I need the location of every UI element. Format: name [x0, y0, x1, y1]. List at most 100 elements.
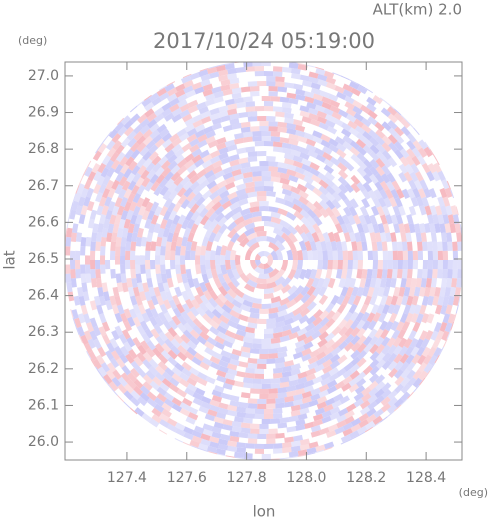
echo-cell: [109, 214, 117, 225]
echo-cell: [454, 286, 462, 297]
echo-cell: [332, 250, 338, 260]
echo-cell: [77, 286, 84, 297]
echo-cell: [183, 79, 194, 89]
echo-cell: [432, 295, 440, 306]
echo-cell: [315, 240, 323, 252]
echo-cell: [272, 106, 283, 113]
echo-cell: [333, 231, 341, 243]
echo-cell: [194, 294, 204, 305]
echo-cell: [344, 415, 355, 425]
echo-cell: [437, 241, 443, 251]
echo-cell: [275, 315, 286, 323]
echo-cell: [370, 205, 380, 217]
echo-cell: [247, 438, 258, 444]
echo-cell: [336, 414, 347, 423]
echo-cell: [225, 378, 236, 386]
echo-cell: [170, 260, 176, 270]
echo-cell: [318, 324, 329, 335]
echo-cell: [154, 166, 165, 177]
echo-cell: [157, 227, 165, 238]
echo-cell: [201, 236, 210, 247]
echo-cell: [324, 332, 335, 343]
echo-cell: [220, 84, 231, 92]
echo-cell: [225, 455, 235, 460]
echo-cell: [409, 171, 419, 183]
echo-cell: [293, 434, 304, 442]
echo-cell: [327, 260, 334, 270]
echo-cell: [340, 240, 348, 251]
echo-cell: [408, 179, 417, 191]
echo-cell: [306, 215, 317, 227]
echo-cell: [354, 385, 366, 395]
echo-cell: [266, 260, 273, 267]
echo-cell: [216, 137, 227, 145]
echo-cell: [209, 184, 220, 194]
echo-cell: [303, 175, 314, 185]
echo-cell: [270, 171, 281, 178]
echo-cell: [442, 268, 448, 279]
echo-cell: [350, 334, 361, 346]
echo-cell: [344, 182, 354, 194]
echo-cell: [357, 160, 368, 171]
echo-cell: [245, 181, 256, 189]
echo-cell: [429, 205, 438, 216]
echo-cell: [189, 143, 200, 154]
echo-cell: [402, 260, 408, 270]
echo-cell: [200, 264, 207, 275]
echo-cell: [235, 183, 247, 191]
echo-cell: [83, 313, 91, 324]
echo-cell: [364, 420, 376, 430]
echo-cell: [394, 148, 404, 160]
echo-cell: [191, 148, 202, 158]
echo-cell: [331, 206, 341, 218]
echo-cell: [149, 129, 160, 140]
echo-cell: [229, 309, 240, 319]
echo-cell: [283, 317, 295, 326]
echo-cell: [313, 200, 324, 211]
echo-cell: [387, 303, 396, 315]
echo-cell: [329, 105, 341, 114]
y-tick-label: 26.7: [28, 178, 59, 194]
echo-cell: [369, 295, 378, 306]
echo-cell: [222, 171, 234, 181]
echo-cell: [279, 381, 290, 388]
echo-cell: [437, 170, 446, 182]
echo-cell: [234, 294, 245, 304]
echo-cell: [204, 227, 214, 238]
echo-cell: [127, 137, 138, 148]
echo-cell: [369, 151, 380, 162]
echo-cell: [146, 397, 157, 408]
echo-cell: [184, 350, 195, 361]
echo-cell: [198, 106, 209, 115]
echo-cell: [197, 133, 208, 143]
echo-cell: [284, 82, 295, 89]
echo-cell: [273, 367, 283, 374]
echo-cell: [355, 377, 367, 388]
echo-cell: [293, 210, 304, 221]
echo-cell: [261, 383, 271, 389]
echo-cell: [130, 241, 137, 252]
echo-cell: [231, 92, 242, 100]
echo-cell: [257, 398, 267, 404]
echo-cell: [65, 236, 72, 247]
echo-cell: [92, 358, 102, 370]
echo-cell: [247, 398, 258, 404]
echo-cell: [347, 250, 353, 260]
echo-cell: [442, 250, 448, 260]
echo-cell: [306, 201, 317, 212]
echo-cell: [179, 132, 190, 142]
echo-cell: [182, 329, 193, 340]
echo-cell: [169, 377, 180, 387]
echo-cell: [315, 268, 323, 280]
echo-cell: [235, 329, 247, 337]
echo-cell: [146, 232, 154, 243]
echo-cell: [357, 425, 368, 435]
echo-cell: [261, 418, 271, 424]
echo-cell: [100, 264, 106, 274]
echo-cell: [387, 250, 393, 260]
echo-cell: [390, 188, 400, 200]
echo-cell: [348, 277, 357, 289]
echo-cell: [145, 370, 156, 380]
echo-cell: [344, 101, 355, 111]
echo-cell: [229, 315, 241, 324]
